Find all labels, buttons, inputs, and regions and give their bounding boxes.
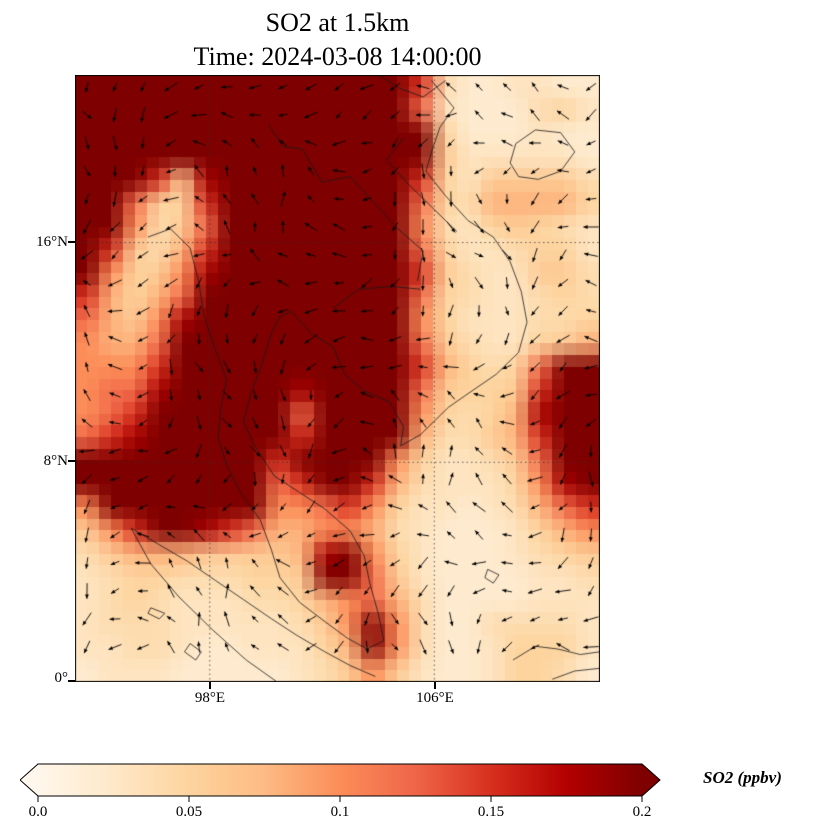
colorbar-tick-005: 0.05 (175, 804, 203, 820)
y-tick-mark (68, 680, 75, 682)
chart-title-block: SO2 at 1.5km Time: 2024-03-08 14:00:00 (75, 6, 600, 74)
colorbar-tick-01: 0.1 (330, 804, 350, 820)
colorbar-tick-marks (37, 796, 643, 802)
colorbar-tick-0: 0.0 (28, 804, 48, 820)
y-tick-mark (68, 241, 75, 243)
colorbar-label: SO2 (ppbv) (703, 768, 782, 787)
colorbar-tick-02: 0.2 (632, 804, 652, 820)
so2-heatmap-canvas (75, 75, 600, 682)
x-tick-mark (209, 682, 211, 689)
x-tick-label-98e: 98°E (194, 690, 226, 706)
colorbar-bar (20, 763, 661, 797)
y-tick-label-0: 0° (54, 670, 69, 686)
chart-subtitle: Time: 2024-03-08 14:00:00 (193, 42, 482, 71)
colorbar (20, 763, 661, 802)
x-tick-label-106e: 106°E (416, 690, 454, 706)
y-tick-label-16n: 16°N (36, 234, 68, 250)
chart-title: SO2 at 1.5km (265, 8, 410, 37)
y-tick-mark (68, 460, 75, 462)
x-tick-mark (434, 682, 436, 689)
colorbar-tick-015: 0.15 (477, 804, 505, 820)
y-tick-label-8n: 8°N (43, 453, 68, 469)
